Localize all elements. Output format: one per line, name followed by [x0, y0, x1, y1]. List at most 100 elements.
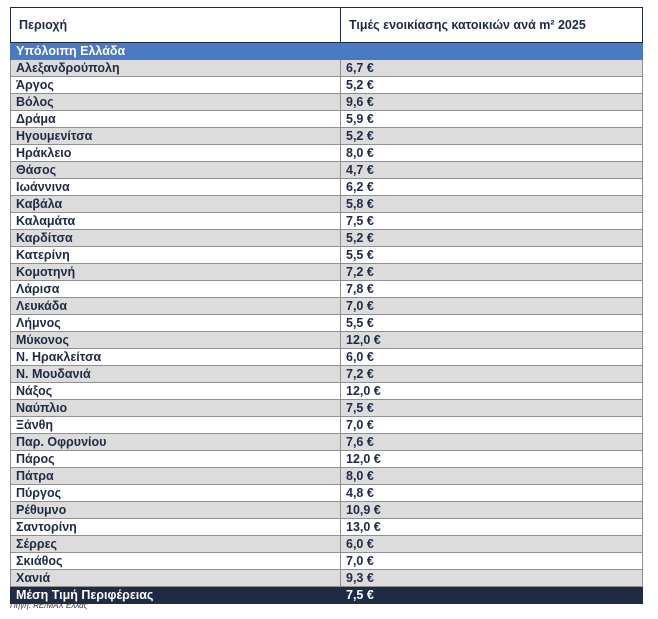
area-cell: Πύργος: [10, 484, 341, 502]
area-cell: Θάσος: [10, 161, 341, 179]
price-cell: 5,5 €: [340, 246, 643, 264]
table-row: Μύκονος 12,0 €: [10, 331, 643, 349]
total-label: Μέση Τιμή Περιφέρειας: [10, 586, 341, 604]
area-cell: Βόλος: [10, 93, 341, 111]
area-cell: Ρέθυμνο: [10, 501, 341, 519]
table-row: Ιωάννινα 6,2 €: [10, 178, 643, 196]
price-cell: 5,9 €: [340, 110, 643, 128]
table-body: Υπόλοιπη Ελλάδα Αλεξανδρούπολη 6,7 € Άργος…: [10, 42, 643, 604]
price-cell: 7,2 €: [340, 263, 643, 281]
area-cell: Μύκονος: [10, 331, 341, 349]
table-row: Νάξος 12,0 €: [10, 382, 643, 400]
price-cell: 5,2 €: [340, 127, 643, 145]
area-cell: Καρδίτσα: [10, 229, 341, 247]
price-cell: 4,7 €: [340, 161, 643, 179]
area-cell: Άργος: [10, 76, 341, 94]
price-cell: 6,2 €: [340, 178, 643, 196]
area-cell: Παρ. Οφρυνίου: [10, 433, 341, 451]
price-cell: 5,2 €: [340, 76, 643, 94]
rent-prices-table: Περιοχή Τιμές ενοικίασης κατοικιών ανά m…: [10, 7, 643, 604]
area-cell: Καβάλα: [10, 195, 341, 213]
area-cell: Χανιά: [10, 569, 341, 587]
table-row: Ηράκλειο 8,0 €: [10, 144, 643, 162]
table-row: Χανιά 9,3 €: [10, 569, 643, 587]
table-row: Πάτρα 8,0 €: [10, 467, 643, 485]
price-cell: 10,9 €: [340, 501, 643, 519]
price-cell: 5,5 €: [340, 314, 643, 332]
price-cell: 12,0 €: [340, 382, 643, 400]
area-cell: Πάτρα: [10, 467, 341, 485]
price-cell: 7,8 €: [340, 280, 643, 298]
area-cell: Ηράκλειο: [10, 144, 341, 162]
area-cell: Ηγουμενίτσα: [10, 127, 341, 145]
price-cell: 8,0 €: [340, 144, 643, 162]
price-cell: 6,0 €: [340, 348, 643, 366]
table-row: Λήμνος 5,5 €: [10, 314, 643, 332]
price-cell: 12,0 €: [340, 450, 643, 468]
price-cell: 6,7 €: [340, 59, 643, 77]
column-header-price: Τιμές ενοικίασης κατοικιών ανά m² 2025: [340, 7, 643, 43]
total-row: Μέση Τιμή Περιφέρειας 7,5 €: [10, 586, 643, 604]
total-price: 7,5 €: [340, 586, 643, 604]
table-row: Λευκάδα 7,0 €: [10, 297, 643, 315]
table-row: Ν. Ηρακλείτσα 6,0 €: [10, 348, 643, 366]
area-cell: Ναύπλιο: [10, 399, 341, 417]
price-cell: 5,8 €: [340, 195, 643, 213]
price-cell: 7,6 €: [340, 433, 643, 451]
rent-table-container: Περιοχή Τιμές ενοικίασης κατοικιών ανά m…: [10, 7, 643, 604]
table-row: Άργος 5,2 €: [10, 76, 643, 94]
price-cell: 7,2 €: [340, 365, 643, 383]
area-cell: Αλεξανδρούπολη: [10, 59, 341, 77]
area-cell: Καλαμάτα: [10, 212, 341, 230]
region-row: Υπόλοιπη Ελλάδα: [10, 42, 643, 60]
table-row: Λάρισα 7,8 €: [10, 280, 643, 298]
area-cell: Νάξος: [10, 382, 341, 400]
price-cell: 7,5 €: [340, 212, 643, 230]
table-row: Πάρος 12,0 €: [10, 450, 643, 468]
area-cell: Λήμνος: [10, 314, 341, 332]
table-row: Ρέθυμνο 10,9 €: [10, 501, 643, 519]
table-row: Καβάλα 5,8 €: [10, 195, 643, 213]
table-row: Ηγουμενίτσα 5,2 €: [10, 127, 643, 145]
area-cell: Λάρισα: [10, 280, 341, 298]
table-row: Παρ. Οφρυνίου 7,6 €: [10, 433, 643, 451]
table-row: Ξάνθη 7,0 €: [10, 416, 643, 434]
area-cell: Σέρρες: [10, 535, 341, 553]
table-row: Κατερίνη 5,5 €: [10, 246, 643, 264]
table-row: Θάσος 4,7 €: [10, 161, 643, 179]
table-row: Σκιάθος 7,0 €: [10, 552, 643, 570]
area-cell: Δράμα: [10, 110, 341, 128]
source-note: Πηγή: RE/MAX Ελλάς: [10, 601, 88, 610]
price-cell: 6,0 €: [340, 535, 643, 553]
table-row: Αλεξανδρούπολη 6,7 €: [10, 59, 643, 77]
table-row: Βόλος 9,6 €: [10, 93, 643, 111]
price-cell: 5,2 €: [340, 229, 643, 247]
price-cell: 7,5 €: [340, 399, 643, 417]
table-row: Σαντορίνη 13,0 €: [10, 518, 643, 536]
area-cell: Πάρος: [10, 450, 341, 468]
area-cell: Κομοτηνή: [10, 263, 341, 281]
price-cell: 7,0 €: [340, 552, 643, 570]
table-row: Κομοτηνή 7,2 €: [10, 263, 643, 281]
price-cell: 9,3 €: [340, 569, 643, 587]
table-row: Καλαμάτα 7,5 €: [10, 212, 643, 230]
price-cell: 4,8 €: [340, 484, 643, 502]
table-row: Ναύπλιο 7,5 €: [10, 399, 643, 417]
table-row: Πύργος 4,8 €: [10, 484, 643, 502]
table-row: Καρδίτσα 5,2 €: [10, 229, 643, 247]
area-cell: Σκιάθος: [10, 552, 341, 570]
table-row: Ν. Μουδανιά 7,2 €: [10, 365, 643, 383]
area-cell: Κατερίνη: [10, 246, 341, 264]
area-cell: Ιωάννινα: [10, 178, 341, 196]
price-cell: 8,0 €: [340, 467, 643, 485]
price-cell: 7,0 €: [340, 297, 643, 315]
area-cell: Λευκάδα: [10, 297, 341, 315]
table-header-row: Περιοχή Τιμές ενοικίασης κατοικιών ανά m…: [10, 7, 643, 43]
column-header-area: Περιοχή: [10, 7, 341, 43]
area-cell: Ν. Ηρακλείτσα: [10, 348, 341, 366]
price-cell: 9,6 €: [340, 93, 643, 111]
table-row: Δράμα 5,9 €: [10, 110, 643, 128]
area-cell: Σαντορίνη: [10, 518, 341, 536]
price-cell: 7,0 €: [340, 416, 643, 434]
area-cell: Ν. Μουδανιά: [10, 365, 341, 383]
